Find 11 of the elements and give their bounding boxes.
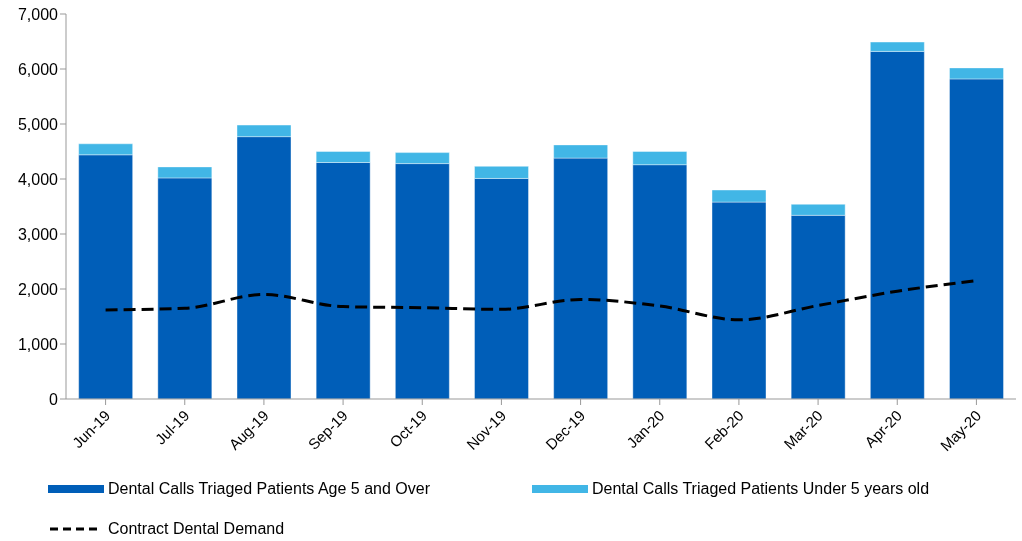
legend-label: Dental Calls Triaged Patients Age 5 and Over bbox=[108, 480, 430, 498]
y-tick-label: 5,000 bbox=[17, 115, 59, 133]
y-tick-label: 7,000 bbox=[17, 5, 59, 23]
y-tick-label: 4,000 bbox=[17, 170, 59, 188]
legend-label: Contract Dental Demand bbox=[108, 520, 285, 538]
y-tick-label: 3,000 bbox=[17, 225, 59, 243]
legend-label: Dental Calls Triaged Patients Under 5 years old bbox=[592, 480, 930, 498]
y-tick-label: 2,000 bbox=[17, 280, 59, 298]
y-tick-label: 6,000 bbox=[17, 60, 59, 78]
y-tick-label: 0 bbox=[49, 390, 59, 408]
y-tick-label: 1,000 bbox=[17, 335, 59, 353]
